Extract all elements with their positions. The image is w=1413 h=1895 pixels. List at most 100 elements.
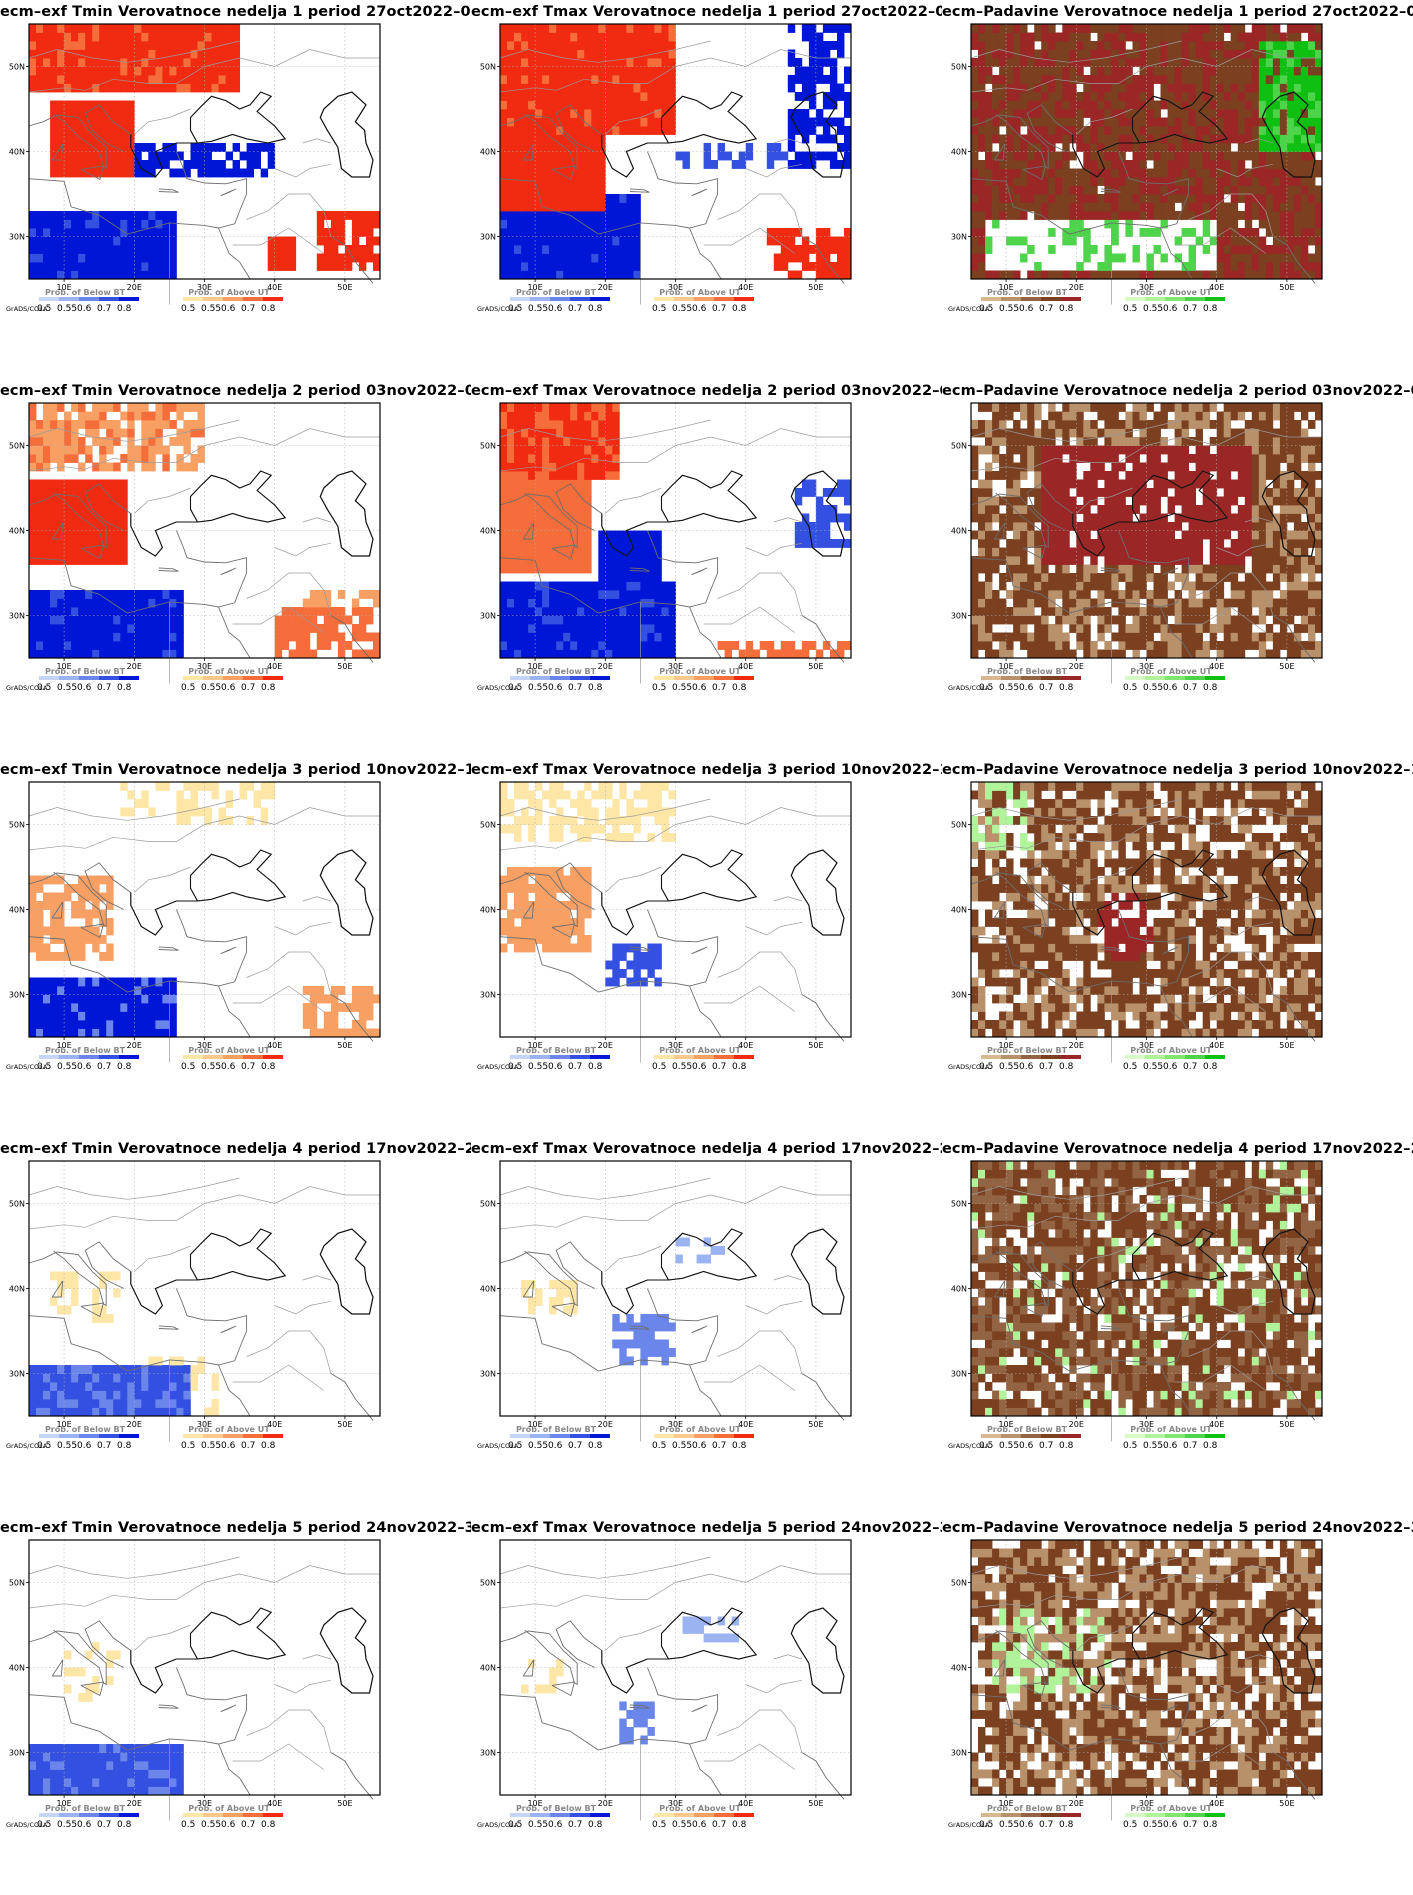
black-sea-outline	[130, 849, 287, 936]
country-borders	[499, 1556, 851, 1821]
legend-title: Prob. of Above UT	[188, 1046, 270, 1055]
legend-tick-label: 0.8	[732, 1820, 747, 1830]
legend-tick-label: 0.7	[97, 1062, 111, 1072]
legend-tick-label: 0.7	[97, 1441, 111, 1451]
x-tick-label: 20E	[127, 1420, 142, 1429]
legend-tick-label: 0.5	[508, 1062, 522, 1072]
y-tick-label: 50N	[9, 1200, 25, 1209]
map-panel-tmin-week-4: ecm–exf Tmin Verovatnoce nedelja 4 perio…	[0, 1137, 471, 1516]
legend-title: Prob. of Below BT	[516, 1425, 597, 1434]
legend-tick-label: 0.55	[672, 304, 692, 314]
legend-tick-label: 0.7	[241, 683, 255, 693]
caspian-sea-outline	[319, 849, 374, 936]
x-tick-label: 30E	[1139, 1420, 1154, 1429]
legend-above: Prob. of Above UT 0.5 0.55 0.6 0.7 0.8	[181, 667, 283, 693]
country-borders	[499, 419, 851, 684]
legend-tick-label: 0.6	[77, 1062, 92, 1072]
caspian-sea-outline	[790, 849, 845, 936]
legend-below: Prob. of Below BT 0.5 0.55 0.6 0.7 0.8	[508, 1425, 610, 1451]
legend-tick-label: 0.7	[568, 304, 582, 314]
legend-tick-label: 0.8	[1059, 683, 1074, 693]
legend-below: Prob. of Below BT 0.5 0.55 0.6 0.7 0.8	[979, 1804, 1081, 1830]
legend-tick-label: 0.7	[712, 1062, 726, 1072]
caspian-sea-outline	[1261, 1228, 1316, 1315]
x-tick-label: 20E	[127, 1799, 142, 1808]
legend-tick-label: 0.6	[1163, 1062, 1178, 1072]
legend-tick-label: 0.8	[1203, 304, 1218, 314]
legend-tick-label: 0.8	[117, 304, 132, 314]
legend-tick-label: 0.8	[588, 1441, 603, 1451]
forecast-map: 50N 40N 30N 10E 20E 30E 40E 50E Prob. of Below B…	[6, 781, 381, 1072]
black-sea-outline	[601, 849, 758, 936]
x-tick-label: 20E	[598, 662, 613, 671]
legend-tick-label: 0.6	[548, 1820, 563, 1830]
x-tick-label: 30E	[197, 283, 212, 292]
country-borders	[499, 798, 851, 1063]
forecast-map: 50N 40N 30N 10E 20E 30E 40E 50E Prob. of Below B…	[477, 1160, 852, 1451]
country-borders	[28, 419, 380, 684]
y-tick-label: 30N	[480, 612, 496, 621]
legend-title: Prob. of Above UT	[1130, 1425, 1212, 1434]
probability-field	[971, 24, 1323, 280]
x-tick-label: 30E	[668, 662, 683, 671]
forecast-map: 50N 40N 30N 10E 20E 30E 40E 50E Prob. of Below B…	[948, 781, 1323, 1072]
y-tick-label: 50N	[480, 821, 496, 830]
x-tick-label: 40E	[738, 662, 753, 671]
x-tick-label: 50E	[808, 1041, 823, 1050]
legend-tick-label: 0.7	[241, 1441, 255, 1451]
grads-credit: GrADS/COLA	[6, 684, 48, 692]
y-tick-label: 50N	[480, 1200, 496, 1209]
legend-title: Prob. of Above UT	[1130, 667, 1212, 676]
x-tick-label: 50E	[808, 1420, 823, 1429]
legend-tick-label: 0.8	[1059, 1820, 1074, 1830]
y-tick-label: 30N	[480, 1749, 496, 1758]
forecast-map: 50N 40N 30N 10E 20E 30E 40E 50E Prob. of Below B…	[948, 23, 1323, 314]
legend-tick-label: 0.7	[568, 1820, 582, 1830]
legend-above: Prob. of Above UT 0.5 0.55 0.6 0.7 0.8	[181, 1425, 283, 1451]
panel-title: ecm–exf Tmax Verovatnoce nedelja 3 perio…	[471, 762, 942, 778]
x-tick-label: 50E	[337, 662, 352, 671]
y-tick-label: 40N	[9, 527, 25, 536]
legend-title: Prob. of Below BT	[45, 1046, 126, 1055]
legend-tick-label: 0.55	[201, 1441, 221, 1451]
y-tick-label: 50N	[9, 442, 25, 451]
y-tick-label: 40N	[480, 527, 496, 536]
panel-title: ecm–Padavine Verovatnoce nedelja 2 perio…	[942, 383, 1413, 399]
black-sea-outline	[130, 91, 287, 178]
x-tick-label: 50E	[808, 662, 823, 671]
legend-tick-label: 0.8	[261, 304, 276, 314]
x-tick-label: 50E	[808, 1799, 823, 1808]
legend-tick-label: 0.8	[261, 1441, 276, 1451]
legend-tick-label: 0.6	[692, 683, 707, 693]
grads-credit: GrADS/COLA	[6, 1442, 48, 1450]
legend-tick-label: 0.6	[548, 304, 563, 314]
legend-tick-label: 0.5	[508, 1820, 522, 1830]
legend-tick-label: 0.55	[672, 1062, 692, 1072]
probability-field	[500, 782, 676, 987]
legend-tick-label: 0.5	[1123, 304, 1137, 314]
y-tick-label: 30N	[951, 612, 967, 621]
legend-tick-label: 0.6	[221, 304, 236, 314]
caspian-sea-outline	[319, 470, 374, 557]
x-tick-label: 30E	[197, 1799, 212, 1808]
legend-tick-label: 0.7	[568, 683, 582, 693]
x-tick-label: 10E	[998, 1799, 1013, 1808]
x-tick-label: 30E	[668, 1041, 683, 1050]
panel-title: ecm–Padavine Verovatnoce nedelja 5 perio…	[942, 1520, 1413, 1536]
legend-title: Prob. of Below BT	[516, 288, 597, 297]
x-tick-label: 30E	[197, 1041, 212, 1050]
legend-tick-label: 0.8	[261, 683, 276, 693]
y-tick-label: 40N	[9, 148, 25, 157]
y-tick-label: 50N	[480, 442, 496, 451]
panel-title: ecm–exf Tmax Verovatnoce nedelja 1 perio…	[471, 4, 942, 20]
country-borders	[28, 1177, 380, 1442]
x-tick-label: 30E	[1139, 662, 1154, 671]
black-sea-outline	[1072, 849, 1229, 936]
panel-title: ecm–exf Tmax Verovatnoce nedelja 4 perio…	[471, 1141, 942, 1157]
legend-tick-label: 0.6	[548, 683, 563, 693]
legend-tick-label: 0.6	[221, 683, 236, 693]
x-tick-label: 20E	[1069, 1041, 1084, 1050]
y-tick-label: 50N	[951, 63, 967, 72]
legend-tick-label: 0.5	[508, 1441, 522, 1451]
x-tick-label: 50E	[337, 1420, 352, 1429]
